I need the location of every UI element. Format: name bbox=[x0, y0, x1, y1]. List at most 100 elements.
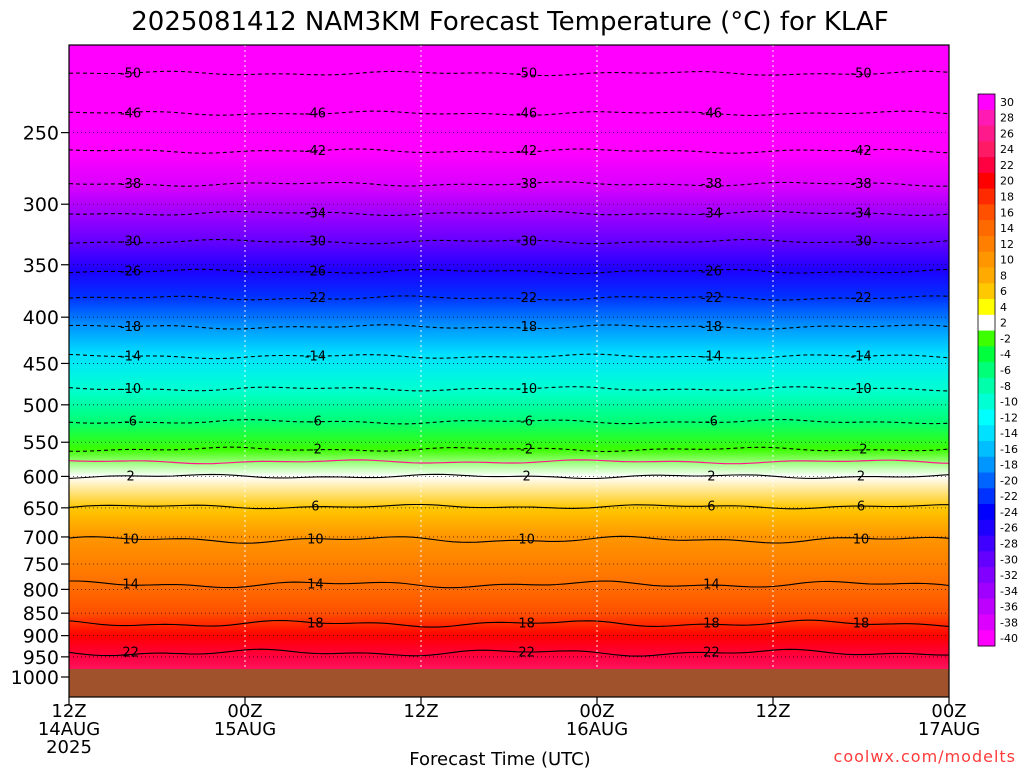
x-tick-label: 00Z bbox=[931, 701, 966, 722]
y-tick-label: 1000 bbox=[11, 667, 59, 689]
contour-label: -50 bbox=[120, 66, 141, 81]
colorbar-swatch bbox=[978, 125, 995, 142]
contour-label: 6 bbox=[857, 500, 865, 515]
colorbar-swatch bbox=[978, 630, 995, 647]
contour-label: -22 bbox=[701, 291, 722, 306]
y-tick-label: 300 bbox=[23, 194, 59, 216]
contour-label: 2 bbox=[707, 469, 715, 484]
contour-line bbox=[69, 503, 949, 510]
colorbar-swatch bbox=[978, 220, 995, 237]
colorbar-label: 6 bbox=[1000, 285, 1007, 298]
colorbar-label: 4 bbox=[1000, 301, 1007, 314]
contour-label: -26 bbox=[120, 264, 141, 279]
colorbar-swatch bbox=[978, 409, 995, 426]
colorbar-swatch bbox=[978, 109, 995, 127]
contour-label: 14 bbox=[122, 577, 139, 592]
colorbar-label: 12 bbox=[1000, 238, 1014, 251]
colorbar-label: -38 bbox=[1000, 616, 1018, 629]
contour-label: -6 bbox=[705, 415, 718, 430]
contour-label: -18 bbox=[516, 320, 537, 335]
colorbar-label: 16 bbox=[1000, 206, 1014, 219]
colorbar-label: -10 bbox=[1000, 396, 1018, 409]
contour-label: -2 bbox=[855, 442, 868, 457]
y-tick-label: 650 bbox=[23, 498, 59, 520]
colorbar-label: -22 bbox=[1000, 490, 1018, 503]
contour-label: -46 bbox=[516, 106, 537, 121]
colorbar-swatch bbox=[978, 188, 995, 205]
colorbar-swatch bbox=[978, 535, 995, 552]
colorbar-swatch bbox=[978, 172, 995, 190]
colorbar-swatch bbox=[978, 456, 995, 474]
contour-label: -14 bbox=[701, 349, 722, 364]
y-tick-label: 900 bbox=[23, 626, 59, 648]
colorbar-label: 18 bbox=[1000, 191, 1014, 204]
contour-label: 10 bbox=[518, 533, 535, 548]
colorbar-label: -20 bbox=[1000, 474, 1018, 487]
contour-label: 18 bbox=[518, 617, 535, 632]
contour-label: 10 bbox=[122, 533, 139, 548]
y-tick-label: 450 bbox=[23, 353, 59, 375]
contour-label: 14 bbox=[703, 577, 720, 592]
contour-label: -22 bbox=[850, 291, 871, 306]
colorbar-label: 30 bbox=[1000, 96, 1014, 109]
freezing-level-line bbox=[69, 459, 949, 465]
plot-area: -50 -50 -50 -46 -46 -46 -46 -42 -42 -42 -38 -38 -38 -… bbox=[69, 45, 949, 697]
contour-label: 2 bbox=[126, 469, 134, 484]
colorbar-label: -34 bbox=[1000, 585, 1018, 598]
colorbar-label: 20 bbox=[1000, 175, 1014, 188]
y-tick-label: 800 bbox=[23, 579, 59, 601]
contour-line bbox=[69, 535, 949, 544]
contour-label: 22 bbox=[703, 646, 720, 661]
colorbar-swatch bbox=[978, 425, 995, 442]
plot-frame bbox=[68, 44, 950, 698]
colorbar-label: 8 bbox=[1000, 269, 1007, 282]
colorbar-swatch bbox=[978, 519, 995, 537]
colorbar-swatch bbox=[978, 551, 995, 568]
colorbar-swatch bbox=[978, 504, 995, 521]
colorbar-label: -16 bbox=[1000, 443, 1018, 456]
chart-title: 2025081412 NAM3KM Forecast Temperature (… bbox=[131, 7, 888, 37]
colorbar-swatch bbox=[978, 346, 995, 363]
colorbar-swatch bbox=[978, 598, 995, 615]
colorbar-swatch bbox=[978, 314, 995, 332]
colorbar-label: 10 bbox=[1000, 254, 1014, 267]
colorbar-swatch bbox=[978, 299, 995, 316]
colorbar-frame bbox=[977, 93, 996, 647]
contour-label: -46 bbox=[120, 106, 141, 121]
y-tick-label: 850 bbox=[23, 603, 59, 625]
contour-label: -22 bbox=[305, 291, 326, 306]
contour-line bbox=[69, 473, 949, 480]
contour-label: 14 bbox=[307, 577, 324, 592]
colorbar-swatch bbox=[978, 614, 995, 631]
contour-label: 18 bbox=[703, 617, 720, 632]
contour-label: -14 bbox=[305, 349, 326, 364]
contour-label: -6 bbox=[309, 415, 322, 430]
contour-label: 10 bbox=[853, 533, 870, 548]
x-tick-label: 15AUG bbox=[214, 719, 276, 740]
contour-label: -26 bbox=[305, 264, 326, 279]
contour-label: 22 bbox=[518, 646, 535, 661]
contour-label: -6 bbox=[520, 415, 533, 430]
colorbar-swatch bbox=[978, 267, 995, 284]
colorbar-legend: 30 28 26 24 22 20 18 16 14 12 10 8 6 4 2 -2 -4 -6 -8 -10 -12… bbox=[977, 93, 1018, 647]
contour-label: -6 bbox=[124, 415, 137, 430]
ground-surface bbox=[69, 669, 949, 697]
colorbar-swatch bbox=[978, 567, 995, 584]
contour-label: -10 bbox=[516, 382, 537, 397]
contour-label: 6 bbox=[311, 500, 319, 515]
colorbar-label: -12 bbox=[1000, 411, 1018, 424]
x-tick-label: 12Z bbox=[51, 701, 86, 722]
contour-label: -38 bbox=[701, 177, 722, 192]
y-tick-label: 750 bbox=[23, 554, 59, 576]
colorbar-label: -18 bbox=[1000, 459, 1018, 472]
colorbar-label: -28 bbox=[1000, 537, 1018, 550]
colorbar-label: -2 bbox=[1000, 332, 1011, 345]
contour-label: 18 bbox=[307, 617, 324, 632]
colorbar-swatch bbox=[978, 94, 995, 111]
x-tick-label: 2025 bbox=[46, 737, 92, 758]
y-tick-label: 700 bbox=[23, 527, 59, 549]
colorbar-swatch bbox=[978, 283, 995, 300]
y-tick-label: 250 bbox=[23, 123, 59, 145]
